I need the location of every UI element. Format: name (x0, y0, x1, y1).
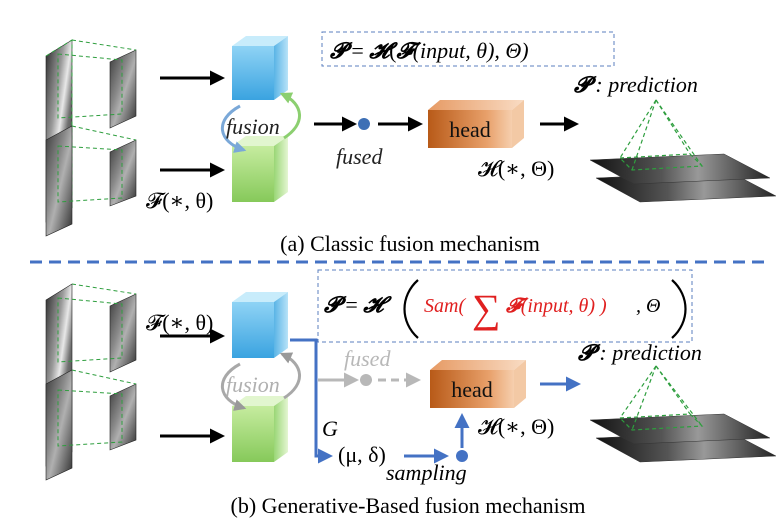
fusion-curve-up-icon (279, 92, 301, 140)
fused-point-a (358, 118, 370, 130)
head-box-a (428, 100, 524, 148)
big-paren-close (671, 279, 687, 339)
fused-label-b: fused (344, 346, 391, 371)
feature-block-blue-a (232, 36, 288, 100)
input-images-bottom-b (45, 369, 137, 481)
feature-block-green-a (232, 136, 288, 202)
fusion-label-b: fusion (226, 372, 280, 397)
camera-image-2 (45, 125, 73, 237)
generative-path-arrow (290, 338, 333, 464)
feature-image-1 (109, 49, 137, 129)
crop-frame-4 (57, 389, 123, 447)
sampling-label: sampling (386, 460, 467, 485)
fused-point-faded (360, 374, 372, 386)
formula-b-lhs: 𝓟 = 𝓗 (324, 292, 392, 317)
feature-image-4 (109, 383, 137, 451)
bev-prediction-b (589, 365, 777, 463)
crop-frame-3 (57, 297, 123, 363)
prediction-label-b: 𝓟 : prediction (578, 340, 702, 365)
crop-frame-1 (57, 53, 123, 119)
mu-delta-label: (μ, δ) (338, 442, 386, 467)
fusion-curve-down-icon (220, 104, 247, 153)
backbone-func-a: 𝓕(∗, θ) (146, 188, 213, 213)
feature-image-3 (109, 293, 137, 373)
prediction-label-a: 𝓟 : prediction (574, 72, 698, 97)
fusion-curve-down-faded-icon (220, 362, 247, 411)
fusion-label-a: fusion (226, 114, 280, 139)
bev-prediction-a (589, 99, 777, 203)
formula-b-tail: , Θ (636, 295, 660, 317)
input-images-bottom-a (45, 125, 137, 237)
head-func-b: 𝓗(∗, Θ) (478, 414, 554, 439)
formula-box-b (317, 269, 693, 343)
g-label: G (322, 416, 338, 441)
fused-label-a: fused (336, 144, 383, 169)
head-label-b: head (451, 377, 493, 402)
crop-frame-2 (57, 145, 123, 203)
formula-box-a (321, 31, 615, 67)
sampling-point (456, 450, 468, 462)
caption-a: (a) Classic fusion mechanism (280, 231, 540, 256)
formula-a: 𝓟 = 𝓗(𝓕(input, θ), Θ) (330, 38, 529, 63)
caption-b: (b) Generative-Based fusion mechanism (231, 493, 586, 518)
big-paren-open (403, 279, 419, 339)
head-func-a: 𝓗(∗, Θ) (478, 156, 554, 181)
formula-b-sum: ∑ (472, 286, 501, 331)
head-box-b (430, 360, 526, 408)
fusion-curve-up-faded-icon (279, 352, 301, 400)
formula-b-inner: 𝓕(input, θ) ) (505, 295, 607, 317)
formula-b-sam: Sam( (424, 295, 466, 317)
panel-a: fusion fused head 𝓟 = 𝓗(𝓕(input, θ), Θ) … (45, 31, 777, 256)
head-label-a: head (449, 117, 491, 142)
backbone-func-b: 𝓕(∗, θ) (146, 310, 213, 335)
camera-image-4 (45, 369, 73, 481)
feature-block-blue-b (232, 292, 288, 358)
panel-b: 𝓕(∗, θ) fusion fused head (45, 269, 777, 518)
feature-image-2 (109, 139, 137, 207)
